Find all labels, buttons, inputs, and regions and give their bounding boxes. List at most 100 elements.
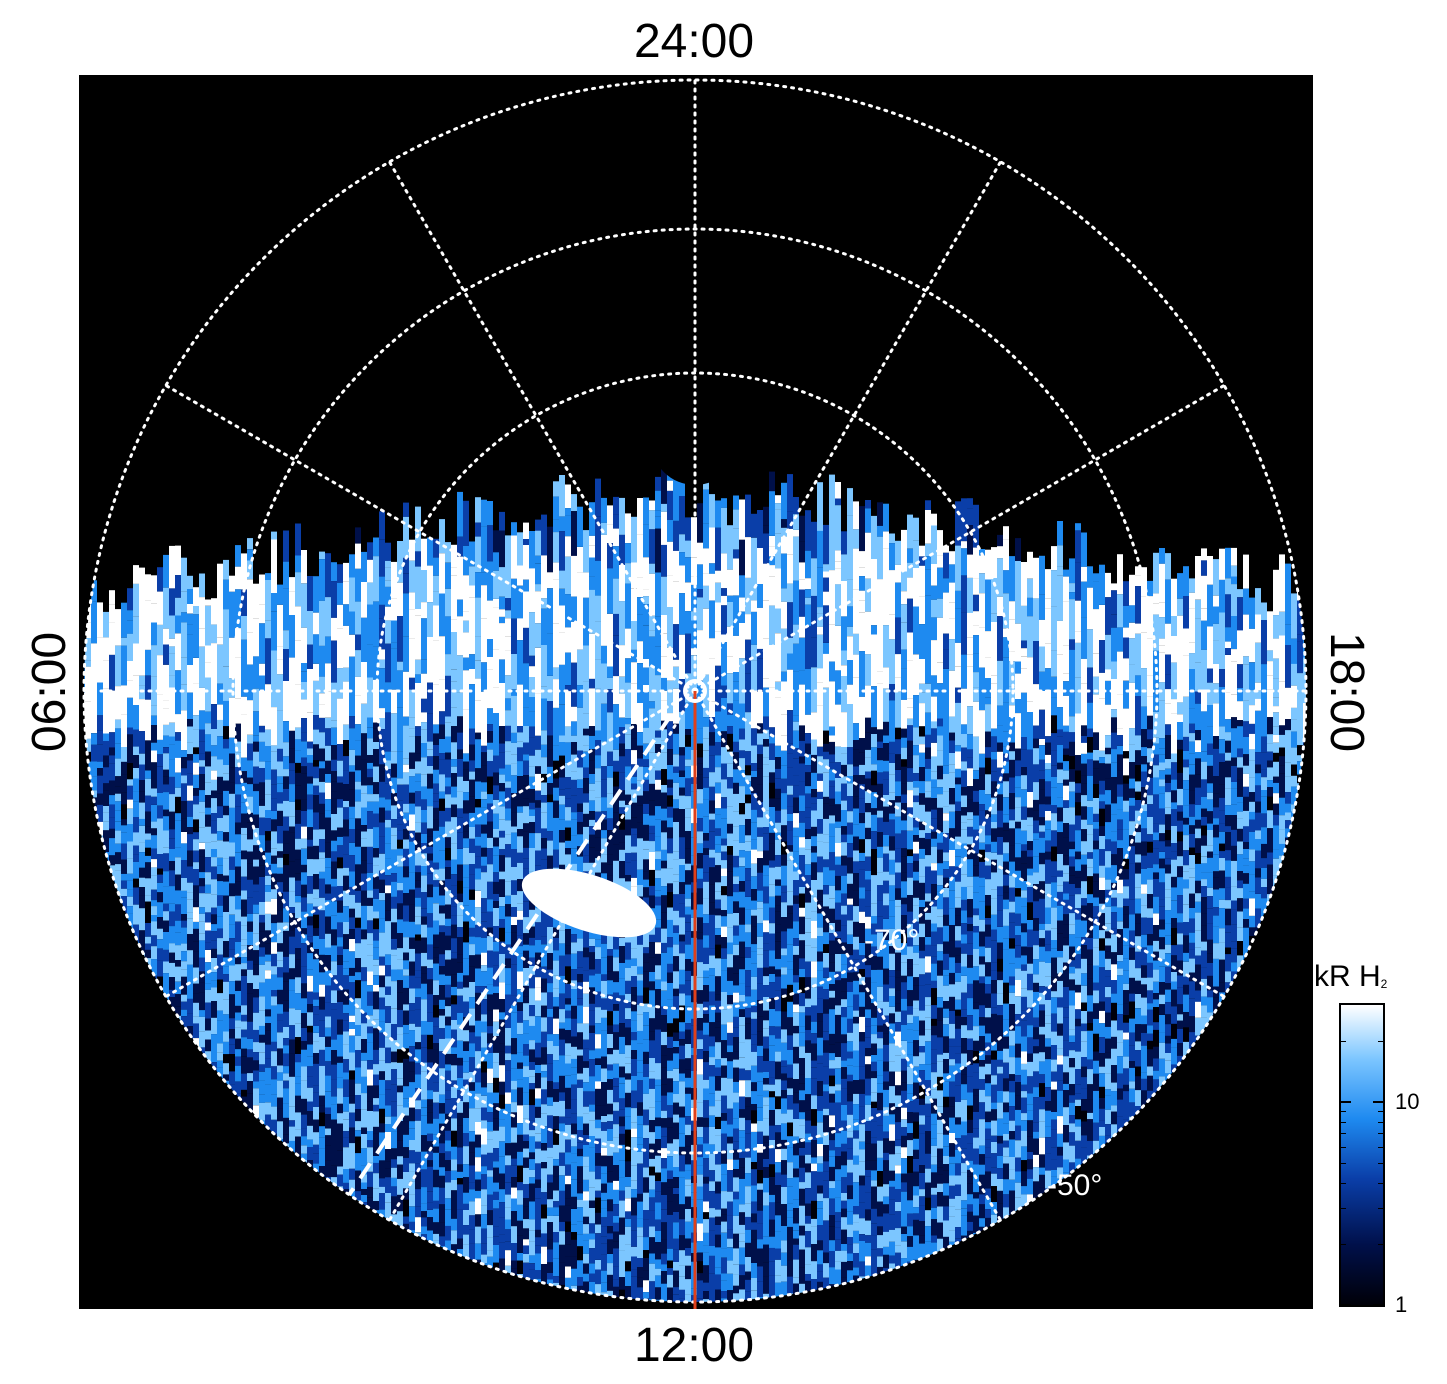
emission-pixel	[427, 1133, 433, 1142]
emission-pixel	[241, 957, 247, 964]
emission-pixel	[199, 992, 205, 1011]
emission-pixel	[391, 1196, 397, 1215]
emission-pixel	[217, 857, 223, 866]
emission-pixel	[313, 612, 319, 635]
emission-pixel	[151, 921, 157, 936]
emission-pixel	[487, 639, 493, 657]
emission-pixel	[523, 831, 529, 848]
emission-pixel	[607, 1114, 613, 1122]
emission-pixel	[247, 921, 253, 932]
emission-pixel	[355, 839, 361, 847]
emission-pixel	[403, 636, 409, 672]
emission-pixel	[577, 938, 583, 952]
emission-pixel	[205, 950, 211, 963]
emission-pixel	[595, 837, 601, 851]
emission-pixel	[523, 754, 529, 761]
emission-pixel	[331, 1050, 337, 1065]
emission-pixel	[151, 848, 157, 860]
emission-pixel	[493, 785, 499, 800]
emission-pixel	[121, 637, 127, 646]
emission-pixel	[121, 792, 127, 805]
emission-pixel	[241, 827, 247, 835]
emission-pixel	[265, 1084, 271, 1103]
emission-pixel	[331, 1064, 337, 1080]
emission-pixel	[277, 710, 283, 749]
emission-pixel	[349, 1103, 355, 1113]
emission-pixel	[271, 855, 277, 864]
emission-pixel	[265, 954, 271, 962]
emission-pixel	[565, 1244, 571, 1257]
emission-pixel	[367, 677, 373, 718]
emission-pixel	[277, 803, 283, 811]
emission-pixel	[331, 759, 337, 772]
emission-pixel	[247, 913, 253, 922]
emission-pixel	[259, 768, 265, 783]
emission-pixel	[415, 1049, 421, 1063]
emission-pixel	[205, 1051, 211, 1064]
emission-pixel	[607, 971, 613, 981]
emission-pixel	[385, 1047, 391, 1064]
emission-pixel	[115, 843, 121, 853]
emission-pixel	[445, 821, 451, 838]
emission-pixel	[445, 1025, 451, 1039]
emission-pixel	[523, 858, 529, 869]
emission-pixel	[553, 834, 559, 850]
emission-pixel	[415, 880, 421, 888]
emission-pixel	[565, 1108, 571, 1118]
emission-pixel	[277, 1013, 283, 1021]
emission-pixel	[529, 957, 535, 966]
emission-pixel	[235, 741, 241, 753]
emission-pixel	[397, 1034, 403, 1050]
emission-pixel	[577, 1182, 583, 1194]
emission-pixel	[583, 639, 589, 646]
emission-pixel	[547, 1131, 553, 1148]
emission-pixel	[325, 1002, 331, 1017]
emission-pixel	[397, 1009, 403, 1028]
emission-pixel	[541, 828, 547, 839]
emission-pixel	[355, 846, 361, 865]
emission-pixel	[289, 801, 295, 817]
emission-pixel	[283, 956, 289, 973]
emission-pixel	[571, 735, 577, 742]
emission-pixel	[499, 1189, 505, 1202]
emission-pixel	[133, 924, 139, 942]
emission-pixel	[109, 855, 115, 866]
emission-pixel	[559, 955, 565, 968]
emission-pixel	[115, 645, 121, 665]
emission-pixel	[457, 937, 463, 955]
emission-pixel	[475, 536, 481, 572]
emission-pixel	[391, 713, 397, 752]
emission-pixel	[367, 604, 373, 645]
emission-pixel	[187, 692, 193, 719]
emission-pixel	[565, 840, 571, 849]
emission-pixel	[481, 752, 487, 766]
emission-pixel	[181, 976, 187, 995]
emission-pixel	[409, 948, 415, 962]
emission-pixel	[175, 857, 181, 875]
emission-pixel	[193, 729, 199, 748]
emission-pixel	[475, 924, 481, 938]
emission-pixel	[331, 798, 337, 814]
emission-pixel	[397, 830, 403, 840]
emission-pixel	[301, 782, 307, 800]
emission-pixel	[211, 1001, 217, 1018]
emission-pixel	[397, 948, 403, 960]
emission-pixel	[217, 1043, 223, 1053]
emission-pixel	[457, 491, 463, 537]
emission-pixel	[259, 623, 265, 664]
emission-pixel	[559, 570, 565, 589]
emission-pixel	[277, 792, 283, 804]
emission-pixel	[445, 1225, 451, 1241]
emission-pixel	[595, 730, 601, 740]
emission-pixel	[313, 1092, 319, 1107]
emission-pixel	[397, 817, 403, 825]
emission-pixel	[505, 1259, 511, 1266]
emission-pixel	[451, 1146, 457, 1160]
emission-pixel	[469, 927, 475, 937]
emission-pixel	[475, 1157, 481, 1172]
emission-pixel	[307, 712, 313, 742]
emission-pixel	[469, 728, 475, 745]
emission-pixel	[211, 849, 217, 858]
emission-pixel	[463, 1001, 469, 1018]
emission-pixel	[553, 1046, 559, 1061]
